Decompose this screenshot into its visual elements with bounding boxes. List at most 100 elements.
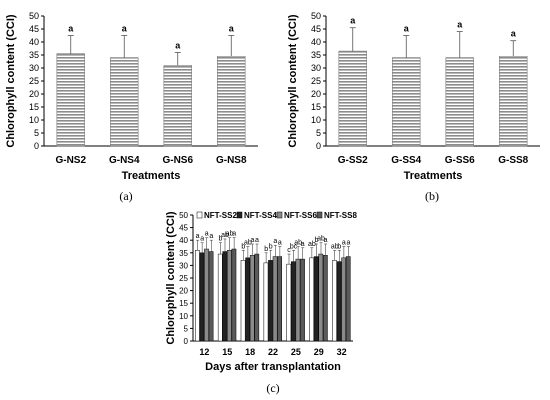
bar [56, 53, 85, 147]
category-label: G-SS2 [338, 155, 368, 166]
significance-label: a [229, 24, 235, 34]
bar [309, 257, 314, 342]
y-tick-label: 25 [179, 274, 188, 283]
significance-label: b [269, 243, 273, 250]
significance-label: b [337, 243, 341, 250]
significance-label: a [350, 16, 356, 26]
significance-label: a [232, 231, 236, 238]
significance-label: b [264, 246, 268, 253]
significance-label: a [255, 237, 259, 244]
y-tick-label: 50 [179, 211, 188, 220]
y-tick-label: 20 [179, 287, 188, 296]
legend-label: NFT-SS4 [244, 211, 277, 220]
significance-label: a [200, 236, 204, 243]
y-axis-title: Chlorophyll content (CCI) [165, 211, 177, 345]
panel-caption: (b) [425, 189, 439, 203]
y-tick-label: 30 [179, 261, 188, 270]
bar [445, 57, 474, 147]
y-tick-label: 25 [311, 76, 321, 86]
significance-label: b [314, 237, 318, 244]
significance-label: ab [226, 231, 234, 238]
bar [272, 256, 278, 342]
significance-label: a [122, 24, 128, 34]
legend-swatch [276, 211, 283, 219]
category-label: 15 [222, 347, 232, 357]
bar [249, 255, 255, 342]
y-tick-label: 50 [29, 11, 39, 21]
legend-swatch [196, 211, 203, 219]
bar [217, 55, 246, 147]
y-tick-label: 10 [311, 115, 321, 125]
category-label: 25 [291, 347, 301, 357]
category-label: G-SS4 [391, 155, 421, 166]
category-label: G-SS6 [445, 155, 475, 166]
bar [245, 257, 250, 342]
y-tick-label: 10 [29, 115, 39, 125]
y-tick-label: 15 [29, 102, 39, 112]
significance-label: a [278, 240, 282, 247]
legend-label: NFT-SS8 [324, 211, 357, 220]
bar [195, 250, 200, 342]
category-label: G-SS8 [498, 155, 528, 166]
bar [227, 250, 232, 342]
significance-label: a [511, 29, 517, 39]
significance-label: a [324, 237, 328, 244]
y-tick-label: 40 [29, 37, 39, 47]
significance-label: a [346, 240, 350, 247]
significance-label: c [287, 247, 291, 254]
y-axis-title: Chlorophyll content (CCI) [287, 14, 299, 148]
y-axis-title: Chlorophyll content (CCI) [5, 14, 17, 148]
y-tick-label: 0 [316, 141, 321, 151]
bar [217, 253, 223, 342]
bar [286, 263, 292, 342]
y-tick-label: 10 [179, 312, 188, 321]
significance-label: ab [331, 243, 339, 250]
bar [277, 256, 282, 342]
bar [254, 253, 260, 342]
significance-label: ab [294, 240, 302, 247]
bar [341, 257, 346, 342]
category-label: G-NS2 [55, 155, 86, 166]
y-tick-label: 20 [29, 89, 39, 99]
category-label: 29 [314, 347, 324, 357]
y-tick-label: 30 [29, 63, 39, 73]
significance-label: a [301, 241, 305, 248]
bar [332, 260, 337, 342]
chart-panel-a: 0 5 10 15 20 25 30 35 40 45 50 Chlorophyll content … [5, 11, 258, 203]
bar [231, 248, 237, 342]
y-tick-label: 35 [311, 50, 321, 60]
significance-label: a [205, 231, 209, 238]
significance-label: ab [244, 240, 252, 247]
significance-label: a [68, 24, 74, 34]
category-label: 22 [268, 347, 278, 357]
bar [300, 258, 305, 342]
significance-label: a [209, 233, 213, 240]
significance-label: b [218, 236, 222, 243]
y-tick-label: 0 [184, 337, 189, 346]
y-tick-label: 0 [34, 141, 39, 151]
panel-caption: (a) [119, 189, 132, 203]
y-tick-label: 25 [29, 76, 39, 86]
category-label: 32 [337, 347, 347, 357]
bar [336, 261, 342, 342]
bar [323, 255, 328, 342]
chart-panel-b: 0 5 10 15 20 25 30 35 40 45 50 Chlorophyll content … [287, 11, 540, 203]
y-tick-label: 15 [179, 299, 188, 308]
legend-swatch [316, 211, 323, 219]
bar [499, 55, 528, 147]
bar [110, 57, 139, 147]
y-tick-label: 35 [29, 50, 39, 60]
bar [345, 256, 351, 342]
bar [208, 251, 214, 342]
category-label: 18 [245, 347, 255, 357]
significance-label: bc [290, 243, 298, 250]
y-tick-label: 5 [34, 128, 39, 138]
significance-label: a [273, 238, 277, 245]
y-tick-label: 45 [179, 224, 188, 233]
legend-label: NFT-SS6 [284, 211, 317, 220]
y-tick-label: 15 [311, 102, 321, 112]
significance-label: a [196, 233, 200, 240]
significance-label: ab [221, 232, 229, 239]
